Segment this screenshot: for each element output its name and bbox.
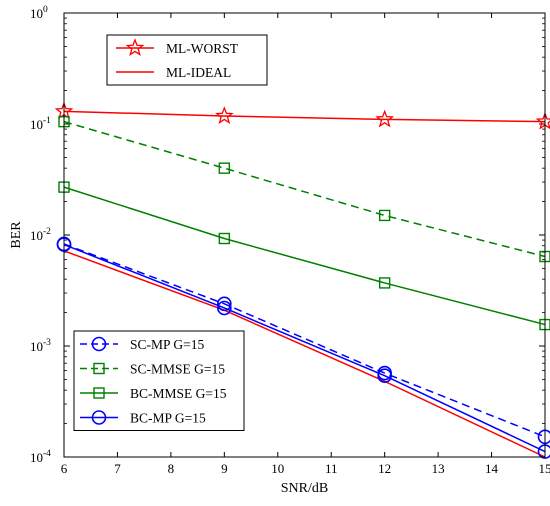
series-line-bc-mp-g-15 [63, 243, 546, 453]
y-tick-label: 100 [30, 5, 48, 21]
legend-marker [91, 336, 107, 352]
legend-top-left: ML-WORST ML-IDEAL [106, 34, 268, 86]
series-line-ml-worst [63, 110, 546, 123]
legend-label: BC-MMSE G=15 [130, 386, 227, 401]
x-tick-label: 9 [221, 461, 228, 476]
plot-frame [63, 12, 546, 458]
data-point-bc-mmse-g-15 [378, 277, 391, 289]
legend-marker [93, 362, 105, 375]
x-tick-label: 12 [378, 461, 391, 476]
data-point-sc-mmse-g-15 [218, 162, 231, 174]
legend-layer: ML-WORST ML-IDEAL SC-MP G=15 SC-MMSE G=15 BC… [73, 34, 268, 431]
series-bc-mp-g-15 [56, 237, 550, 459]
x-axis-ticks: 6 7 8 9 10 11 12 13 14 15 [61, 13, 550, 476]
legend-entry-bc-mp-g-15: BC-MP G=15 [80, 410, 206, 426]
x-tick-label: 14 [485, 461, 499, 476]
data-point-bc-mp-g-15 [217, 300, 232, 316]
legend-label: SC-MP G=15 [130, 337, 205, 352]
y-tick-label: 10-3 [30, 338, 51, 354]
legend-label: ML-WORST [166, 41, 239, 56]
series-ml-ideal [63, 250, 546, 458]
legend-marker [93, 387, 105, 399]
series-bc-mmse-g-15 [58, 181, 550, 331]
legend-bottom-left: SC-MP G=15 SC-MMSE G=15 BC-MMSE G=15 BC-MP … [73, 330, 245, 431]
data-point-sc-mp-g-15 [537, 429, 550, 445]
x-tick-label: 15 [539, 461, 550, 476]
series-line-ml-ideal [63, 250, 546, 458]
legend-entry-ml-worst: ML-WORST [116, 38, 239, 56]
series-line-bc-mmse-g-15 [63, 186, 546, 326]
y-tick-label: 10-2 [30, 227, 51, 243]
y-tick-label: 10-4 [30, 449, 51, 465]
y-axis-label: BER [9, 221, 24, 249]
legend-label: SC-MMSE G=15 [130, 362, 225, 377]
series-sc-mmse-g-15 [58, 115, 550, 263]
legend-label: ML-IDEAL [166, 65, 231, 80]
x-tick-label: 11 [325, 461, 338, 476]
y-axis-ticks: 10-4 10-3 10-2 10-1 100 [30, 5, 545, 465]
series-ml-worst [54, 101, 550, 130]
data-point-sc-mp-g-15 [217, 296, 232, 312]
data-point-bc-mmse-g-15 [218, 232, 231, 245]
legend-entry-bc-mmse-g-15: BC-MMSE G=15 [80, 386, 227, 401]
data-point-sc-mmse-g-15 [378, 209, 391, 222]
legend-marker [125, 38, 145, 56]
legend-entry-sc-mmse-g-15: SC-MMSE G=15 [80, 362, 225, 377]
x-axis-label: SNR/dB [281, 481, 328, 496]
legend-entry-ml-ideal: ML-IDEAL [116, 65, 231, 80]
x-tick-label: 13 [432, 461, 445, 476]
legend-marker [91, 410, 107, 425]
series-layer [54, 101, 550, 459]
legend-box [73, 330, 245, 431]
data-point-ml-worst [214, 106, 234, 124]
legend-label: BC-MP G=15 [130, 411, 206, 426]
x-tick-label: 10 [271, 461, 284, 476]
x-tick-label: 8 [168, 461, 175, 476]
data-point-bc-mp-g-15 [377, 368, 392, 384]
series-line-sc-mp-g-15 [63, 243, 546, 438]
y-tick-label: 10-1 [30, 116, 51, 132]
legend-entry-sc-mp-g-15: SC-MP G=15 [80, 336, 205, 352]
x-tick-label: 7 [114, 461, 121, 476]
x-tick-label: 6 [61, 461, 68, 476]
series-line-sc-mmse-g-15 [63, 120, 546, 258]
data-point-ml-worst [375, 109, 395, 128]
